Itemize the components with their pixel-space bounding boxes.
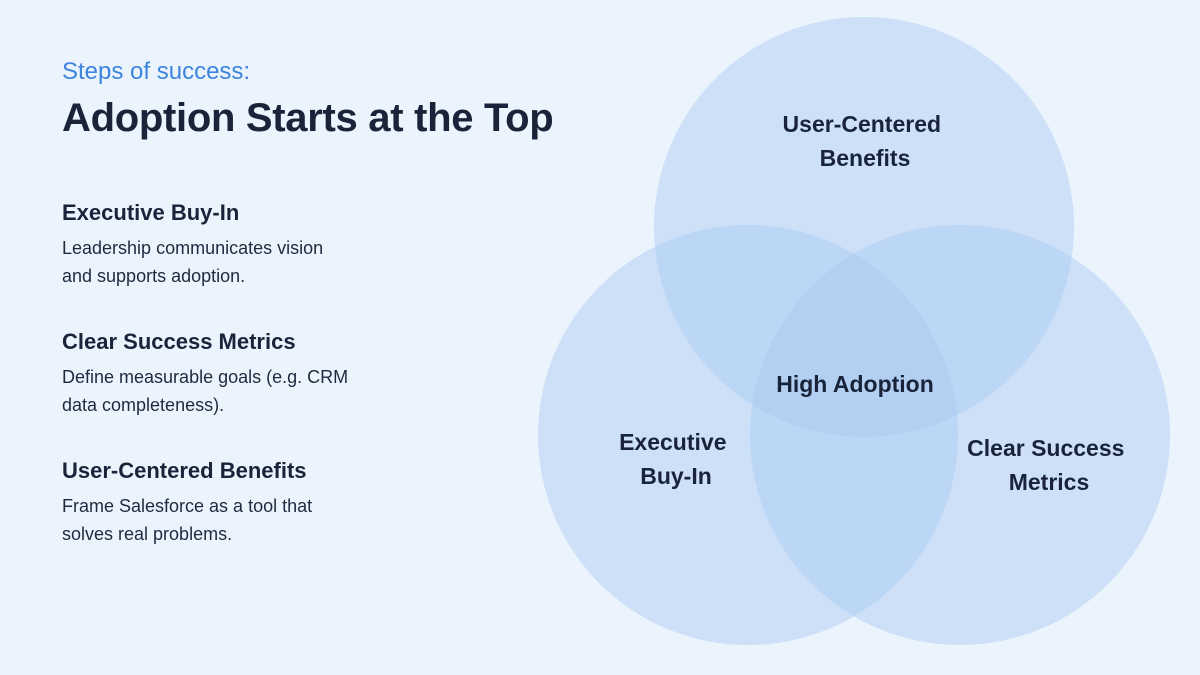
page-title: Adoption Starts at the Top — [62, 96, 554, 140]
step-title: User-Centered Benefits — [62, 458, 307, 483]
venn-label-line: User-Centered — [783, 111, 942, 137]
eyebrow: Steps of success: — [62, 58, 251, 85]
venn-label-line: Clear Success — [967, 435, 1124, 461]
venn-label-line: Metrics — [1009, 469, 1090, 495]
step-clear-success-metrics: Clear Success Metrics Define measurable … — [62, 327, 482, 419]
step-title: Executive Buy-In — [62, 200, 240, 225]
venn-label-line: Buy-In — [640, 463, 712, 489]
step-title: Clear Success Metrics — [62, 329, 296, 354]
header: Steps of success: Adoption Starts at the… — [62, 56, 582, 144]
step-description: Define measurable goals (e.g. CRM data c… — [62, 367, 349, 415]
venn-label-line: Benefits — [820, 145, 911, 171]
step-description: Frame Salesforce as a tool that solves r… — [62, 496, 313, 544]
step-executive-buy-in: Executive Buy-In Leadership communicates… — [62, 198, 482, 290]
step-description: Leadership communicates vision and suppo… — [62, 238, 324, 286]
venn-label-user-centered-benefits: User-Centered Benefits — [783, 111, 948, 171]
venn-label-line: Executive — [619, 429, 726, 455]
step-user-centered-benefits: User-Centered Benefits Frame Salesforce … — [62, 456, 482, 548]
venn-label-clear-success-metrics: Clear Success Metrics — [967, 435, 1131, 495]
steps-list: Executive Buy-In Leadership communicates… — [62, 198, 482, 585]
venn-center-label: High Adoption — [776, 371, 934, 397]
venn-circle-user-centered-benefits — [654, 17, 1074, 437]
venn-circle-clear-success-metrics — [750, 225, 1170, 645]
venn-label-executive-buy-in: Executive Buy-In — [619, 429, 733, 489]
venn-circle-executive-buy-in — [538, 225, 958, 645]
